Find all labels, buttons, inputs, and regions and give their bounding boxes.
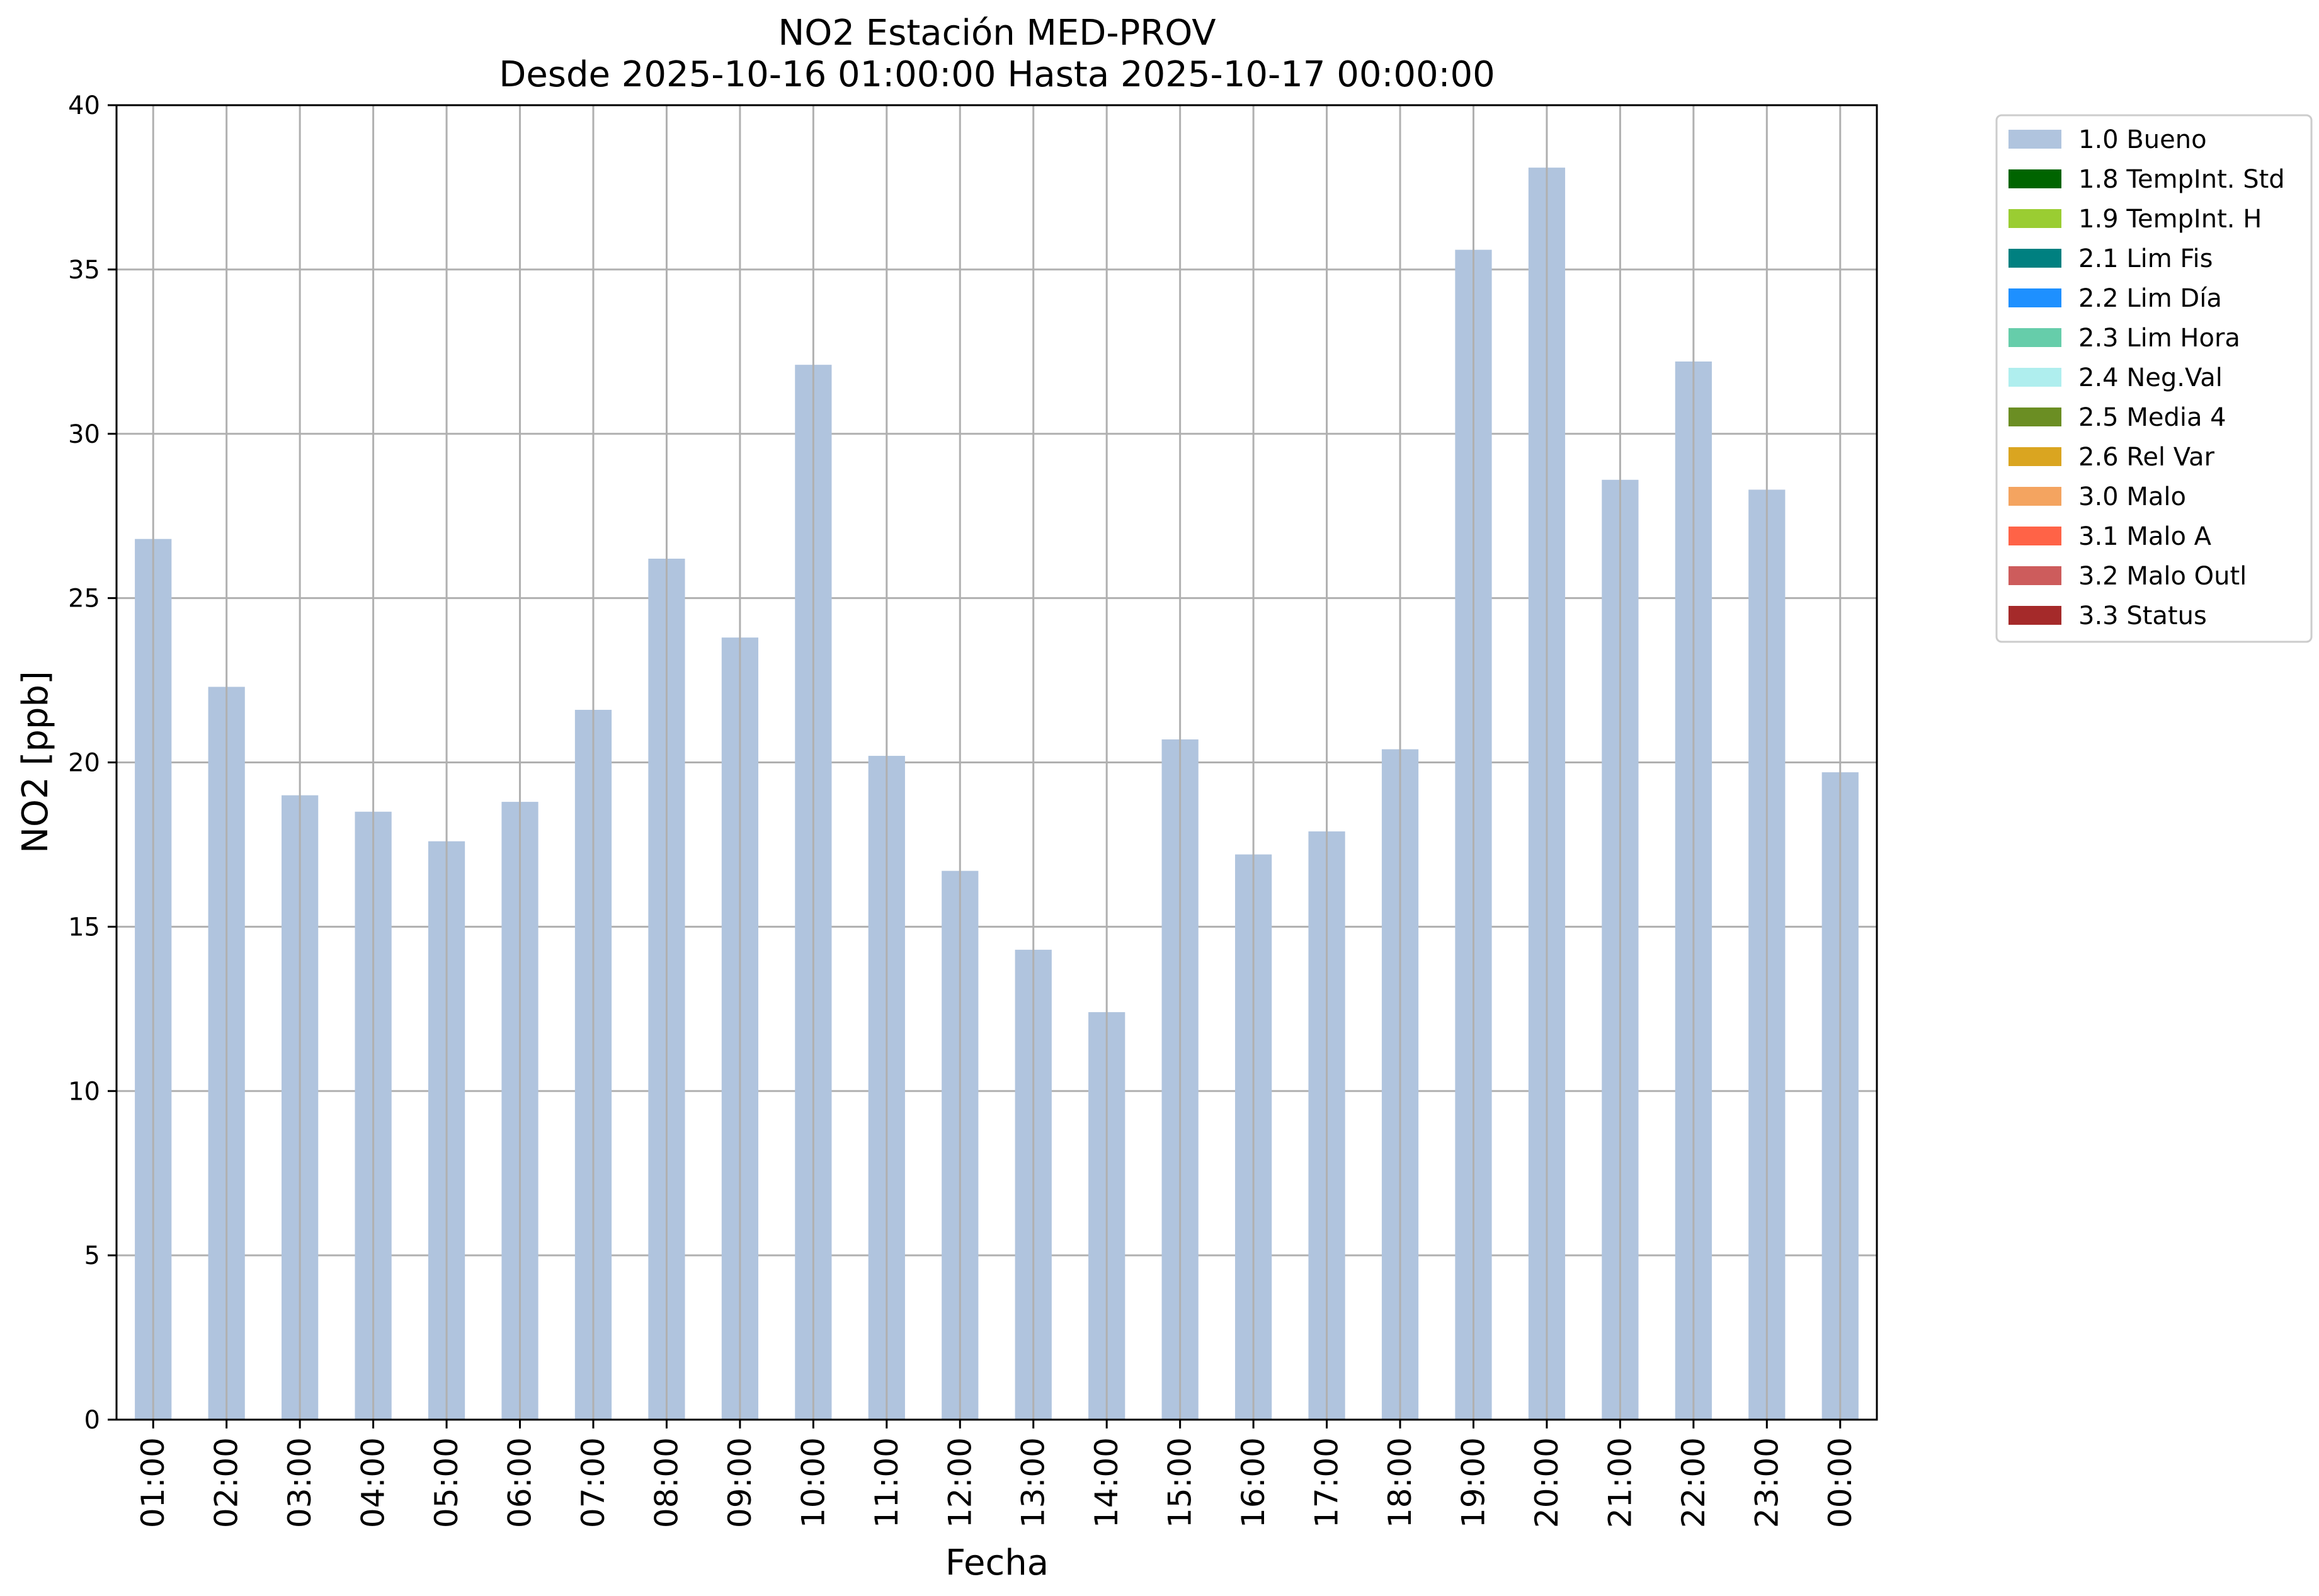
x-axis-label: Fecha bbox=[945, 1542, 1049, 1583]
x-tick-label: 00:00 bbox=[1822, 1437, 1859, 1528]
legend-label: 2.1 Lim Fis bbox=[2078, 244, 2213, 273]
y-tick-label: 10 bbox=[68, 1077, 100, 1106]
legend-frame bbox=[1995, 114, 2313, 643]
x-tick-label: 16:00 bbox=[1235, 1437, 1272, 1528]
x-tick-label: 12:00 bbox=[942, 1437, 978, 1528]
x-tick-label: 11:00 bbox=[869, 1437, 905, 1528]
x-tick-label: 09:00 bbox=[722, 1437, 758, 1528]
x-tick-label: 05:00 bbox=[428, 1437, 465, 1528]
legend-label: 3.0 Malo bbox=[2078, 482, 2186, 511]
legend-swatch bbox=[2008, 368, 2061, 387]
legend-swatch bbox=[2008, 447, 2061, 466]
legend-swatch bbox=[2008, 209, 2061, 228]
x-tick-label: 03:00 bbox=[282, 1437, 318, 1528]
legend-label: 3.3 Status bbox=[2078, 601, 2207, 630]
legend-label: 2.6 Rel Var bbox=[2078, 443, 2215, 472]
legend-swatch bbox=[2008, 606, 2061, 625]
x-tick-label: 02:00 bbox=[208, 1437, 245, 1528]
x-tick-label: 15:00 bbox=[1162, 1437, 1199, 1528]
y-tick-label: 25 bbox=[68, 584, 100, 613]
x-tick-label: 19:00 bbox=[1455, 1437, 1491, 1528]
chart-subtitle: Desde 2025-10-16 01:00:00 Hasta 2025-10-… bbox=[499, 54, 1495, 95]
x-tick-label: 14:00 bbox=[1088, 1437, 1125, 1528]
legend-swatch bbox=[2008, 249, 2061, 268]
legend-label: 1.8 TempInt. Std bbox=[2078, 165, 2285, 194]
vertical-gridlines bbox=[152, 105, 1842, 1420]
legend-swatch bbox=[2008, 130, 2061, 149]
legend-label: 1.9 TempInt. H bbox=[2078, 205, 2262, 234]
x-tick-label: 06:00 bbox=[502, 1437, 538, 1528]
legend-label: 3.1 Malo A bbox=[2078, 522, 2212, 551]
legend-items: 1.0 Bueno 1.8 TempInt. Std 1.9 TempInt. H 2… bbox=[2008, 125, 2285, 630]
legend-swatch bbox=[2008, 328, 2061, 347]
y-tick-label: 30 bbox=[68, 420, 100, 449]
y-axis-label: NO2 [ppb] bbox=[15, 671, 56, 853]
legend-label: 3.2 Malo Outl bbox=[2078, 562, 2247, 591]
x-tick-label: 23:00 bbox=[1748, 1437, 1785, 1528]
legend-swatch bbox=[2008, 566, 2061, 585]
y-tick-label: 35 bbox=[68, 256, 100, 285]
legend-swatch bbox=[2008, 487, 2061, 506]
chart-title: NO2 Estación MED-PROV bbox=[778, 13, 1216, 54]
y-tick-label: 15 bbox=[68, 913, 100, 942]
x-tick-label: 13:00 bbox=[1015, 1437, 1052, 1528]
x-tick-label: 22:00 bbox=[1675, 1437, 1712, 1528]
x-tick-label: 08:00 bbox=[648, 1437, 685, 1528]
x-tick-label: 20:00 bbox=[1529, 1437, 1565, 1528]
legend-swatch bbox=[2008, 527, 2061, 545]
legend-label: 2.3 Lim Hora bbox=[2078, 324, 2240, 353]
x-tick-label: 10:00 bbox=[795, 1437, 831, 1528]
y-tick-label: 20 bbox=[68, 749, 100, 778]
x-axis-ticks: 01:00 02:00 03:00 04:00 05:00 06:00 07:00 08:00… bbox=[135, 1420, 1859, 1528]
legend-label: 2.2 Lim Día bbox=[2078, 284, 2222, 313]
legend-swatch bbox=[2008, 288, 2061, 307]
legend-label: 1.0 Bueno bbox=[2078, 125, 2207, 154]
x-tick-label: 17:00 bbox=[1309, 1437, 1345, 1528]
y-tick-label: 0 bbox=[84, 1406, 100, 1435]
y-tick-label: 40 bbox=[68, 91, 100, 120]
legend-label: 2.5 Media 4 bbox=[2078, 403, 2226, 432]
legend-swatch bbox=[2008, 169, 2061, 188]
x-tick-label: 21:00 bbox=[1602, 1437, 1638, 1528]
legend-label: 2.4 Neg.Val bbox=[2078, 363, 2223, 392]
legend: 1.0 Bueno 1.8 TempInt. Std 1.9 TempInt. H 2… bbox=[1995, 114, 2313, 643]
x-tick-label: 04:00 bbox=[355, 1437, 392, 1528]
y-axis-ticks: 0 5 10 15 20 25 30 35 40 bbox=[68, 91, 117, 1435]
y-tick-label: 5 bbox=[84, 1241, 100, 1270]
x-tick-label: 07:00 bbox=[575, 1437, 612, 1528]
x-tick-label: 01:00 bbox=[135, 1437, 171, 1528]
legend-swatch bbox=[2008, 408, 2061, 426]
x-tick-label: 18:00 bbox=[1382, 1437, 1418, 1528]
